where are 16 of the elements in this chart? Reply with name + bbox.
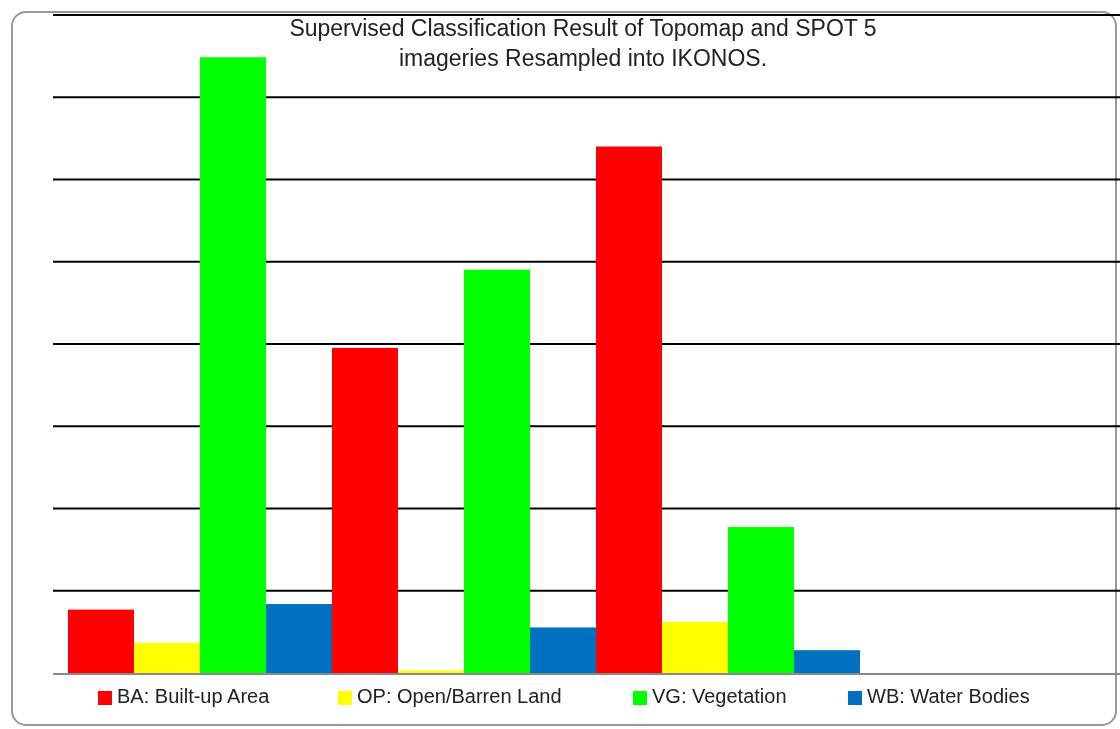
bar <box>596 146 662 673</box>
bar <box>266 604 332 673</box>
bar <box>332 347 398 673</box>
chart-title: Supervised Classification Result of Topomap and SPOT 5 imageries Resampled into IKONOS. <box>289 15 877 71</box>
legend-label: WB: Water Bodies <box>867 685 1030 707</box>
legend-label: BA: Built-up Area <box>117 685 271 707</box>
legend-label: VG: Vegetation <box>652 685 787 707</box>
bar <box>794 650 860 673</box>
bar <box>464 269 530 673</box>
legend-label: OP: Open/Barren Land <box>357 685 562 707</box>
bar <box>662 621 728 673</box>
bar <box>728 527 794 673</box>
bar <box>200 57 266 673</box>
bar <box>134 642 200 673</box>
bar <box>530 627 596 673</box>
bar <box>68 609 134 673</box>
